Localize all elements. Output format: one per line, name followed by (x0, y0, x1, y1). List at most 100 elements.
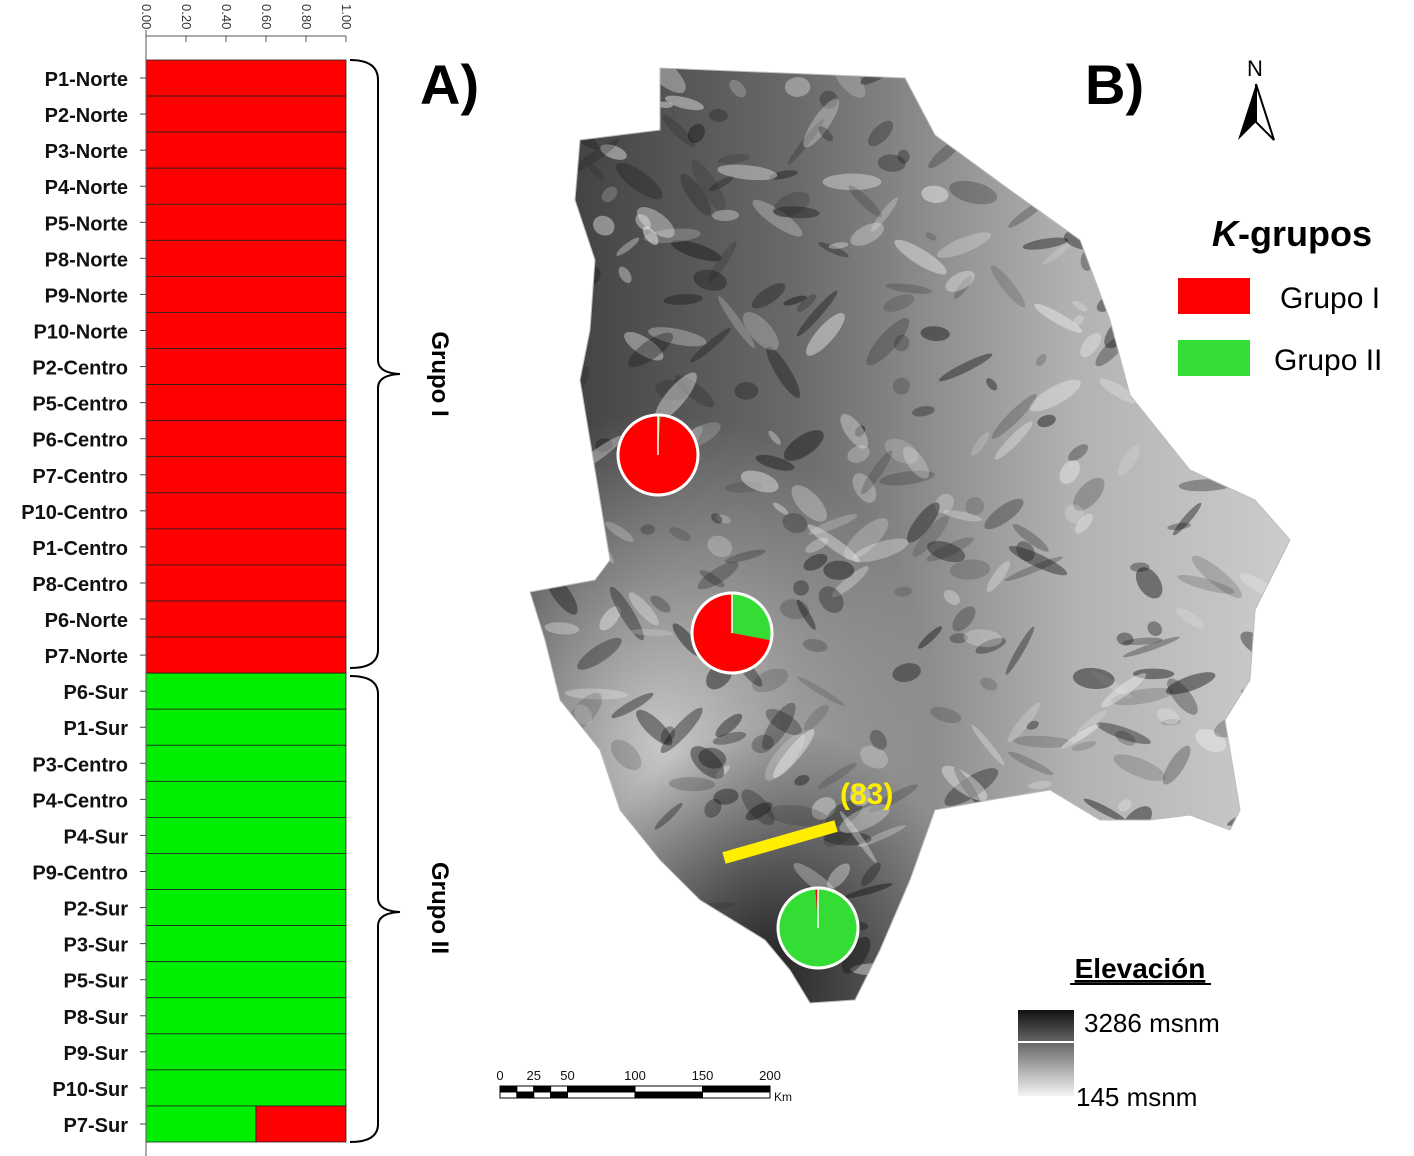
terrain-speckle (1070, 155, 1098, 175)
scale-segment-top (516, 1085, 535, 1093)
bar-p5-centro-grupo-i (145, 384, 347, 422)
terrain-speckle (975, 637, 1006, 654)
panel-a-label: A) (420, 53, 479, 116)
elevation-max-label: 3286 msnm (1084, 1008, 1220, 1038)
terrain-speckle (852, 538, 909, 563)
bar-p8-centro-grupo-i (145, 564, 347, 602)
terrain-speckle (848, 185, 882, 218)
scale-tick-label: 0 (496, 1068, 503, 1083)
terrain-speckle (540, 453, 585, 489)
bar-p5-norte-grupo-i (145, 203, 347, 241)
terrain-speckle (934, 493, 955, 514)
terrain-speckle (857, 824, 906, 847)
bar-p2-norte-grupo-i (145, 95, 347, 133)
terrain-speckle (1253, 856, 1279, 885)
panel-b-map: (83) B) N K-grupos Grupo I Grupo II Elev… (496, 53, 1382, 1112)
terrain-speckle (559, 850, 615, 884)
x-tick-label: 1.00 (339, 4, 354, 29)
row-label-p2-norte: P2-Norte (45, 105, 128, 127)
terrain-speckle (1078, 181, 1102, 204)
terrain-speckle (1073, 477, 1105, 511)
terrain-speckle (943, 510, 983, 522)
terrain-speckle (708, 108, 728, 123)
row-label-p6-centro: P6-Centro (32, 430, 128, 452)
terrain-speckle (819, 90, 838, 109)
terrain-speckle (641, 981, 678, 997)
terrain-speckle (687, 123, 705, 144)
elevation-legend: Elevación 3286 msnm 145 msnm (1018, 953, 1220, 1112)
terrain-speckle (610, 739, 642, 771)
terrain-speckle (1223, 961, 1255, 990)
row-label-p3-centro: P3-Centro (32, 754, 128, 776)
terrain-speckle (1068, 843, 1093, 858)
terrain-speckle (601, 186, 618, 203)
terrain-speckle (949, 559, 991, 580)
terrain-speckle (594, 830, 609, 846)
terrain-speckle (922, 73, 971, 98)
terrain-speckle (952, 606, 976, 632)
terrain-speckle (1113, 754, 1166, 782)
row-label-p1-norte: P1-Norte (45, 69, 128, 91)
terrain-speckle (772, 206, 820, 219)
terrain-speckle (616, 237, 640, 256)
terrain-speckle (980, 677, 998, 691)
terrain-speckle (1080, 332, 1102, 358)
terrain-speckle (1064, 504, 1085, 524)
terrain-speckle (938, 353, 993, 382)
terrain-speckle (752, 199, 803, 237)
row-label-p2-centro: P2-Centro (32, 358, 128, 380)
terrain-speckle (986, 378, 998, 391)
grupo-2-label: Grupo II (426, 862, 453, 954)
terrain-speckle (724, 549, 766, 563)
bar-p3-norte-grupo-i (145, 131, 347, 169)
row-label-p6-sur: P6-Sur (64, 682, 129, 704)
scale-tick-label: 25 (527, 1068, 541, 1083)
terrain-speckle (530, 250, 563, 269)
terrain-speckle (887, 932, 930, 948)
row-label-p4-norte: P4-Norte (45, 177, 128, 199)
terrain-speckle (1111, 883, 1128, 891)
terrain-speckle (1068, 917, 1117, 925)
terrain-speckle (1029, 379, 1081, 412)
terrain-speckle (994, 421, 1033, 460)
terrain-speckle (1141, 840, 1180, 862)
terrain-speckle (840, 413, 869, 449)
terrain-speckle (1133, 668, 1175, 680)
terrain-speckle (650, 595, 671, 613)
terrain-speckle (823, 831, 872, 846)
terrain-speckle (903, 446, 930, 479)
terrain-speckle (1097, 148, 1112, 167)
terrain-speckle (741, 789, 775, 826)
terrain-speckle (765, 708, 802, 736)
terrain-speckle (689, 327, 731, 363)
terrain-speckle (927, 540, 966, 563)
terrain-speckle (717, 154, 751, 164)
terrain-speckle (787, 118, 825, 165)
terrain-speckle (903, 953, 923, 967)
terrain-speckle (712, 731, 747, 745)
row-label-p9-centro: P9-Centro (32, 863, 128, 885)
terrain-speckle (912, 515, 950, 557)
bar-p10-sur-grupo-ii (145, 1069, 347, 1107)
terrain-speckle (1258, 937, 1278, 950)
terrain-speckle (768, 430, 781, 445)
pie-border (616, 413, 700, 497)
terrain-speckle (568, 139, 620, 175)
row-label-p10-centro: P10-Centro (21, 502, 128, 524)
terrain-speckle (762, 702, 796, 750)
terrain-speckle (818, 126, 833, 142)
scale-segment-top (550, 1085, 568, 1093)
terrain-speckle (854, 425, 866, 437)
terrain-speckle (691, 160, 727, 212)
terrain-speckle (991, 394, 1037, 439)
terrain-speckle (817, 762, 857, 789)
terrain-speckle (540, 794, 557, 812)
terrain-speckle (1243, 899, 1279, 931)
terrain-speckle (1162, 745, 1191, 785)
terrain-speckle (1007, 702, 1041, 743)
terrain-speckle (1211, 419, 1247, 431)
terrain-speckle (553, 526, 601, 539)
scale-tick-label: 200 (759, 1068, 781, 1083)
terrain-speckle (599, 606, 621, 631)
